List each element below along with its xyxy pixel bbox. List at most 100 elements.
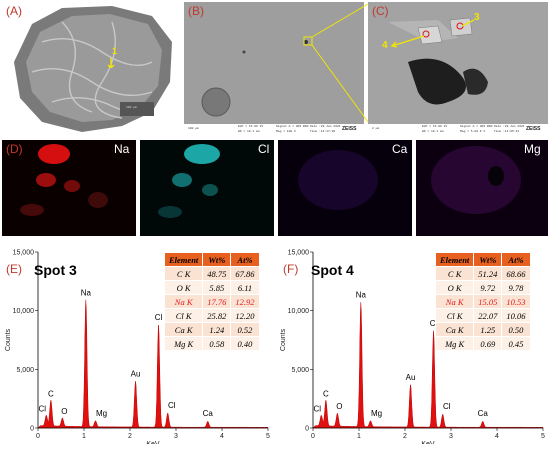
table-row: C K 48.75 67.86 <box>163 266 260 281</box>
panel-d-label: (D) <box>6 142 23 156</box>
spot-4-arrow-icon <box>390 35 425 48</box>
cell: 17.76 <box>202 294 232 309</box>
panel-f-label: (F) <box>283 262 299 276</box>
spot-1-arrow-icon <box>107 58 115 68</box>
panel-e: 01234505,00010,00015,000KeVCountsCClONaM… <box>0 238 275 449</box>
table-row: Ca K 1.25 0.50 <box>434 322 531 337</box>
spectrum-f-x-tick-label: 3 <box>449 433 453 440</box>
map-ca <box>278 140 412 236</box>
cell: Ca K <box>163 322 204 337</box>
spectrum-e-x-tick-label: 5 <box>266 433 270 440</box>
map-na-image <box>20 144 108 216</box>
spectrum-e-peak-label: O <box>61 407 67 416</box>
map-mg <box>416 140 548 236</box>
spectrum-e-peak-label: Ca <box>203 409 214 418</box>
spot-1-marker: 1 <box>112 46 118 56</box>
col-wt: Wt% <box>473 252 503 267</box>
panel-a-scale: 100 μm <box>126 106 137 109</box>
panel-f: 01234505,00010,00015,000KeVCountsCClONaM… <box>275 238 550 449</box>
cell: 0.52 <box>230 322 260 337</box>
cell: 10.06 <box>501 308 531 323</box>
cell: C K <box>163 266 204 281</box>
spectrum-f-x-tick-label: 0 <box>311 433 315 440</box>
col-element: Element <box>163 252 204 267</box>
map-cl <box>140 140 274 236</box>
col-at: At% <box>230 252 260 267</box>
cell: Na K <box>163 294 204 309</box>
spectrum-f-x-tick-label: 1 <box>357 433 361 440</box>
cell: 0.40 <box>230 336 260 351</box>
panel-b-info: Date :29 Jan 2021 <box>310 125 341 128</box>
spectrum-e-y-tick-label: 0 <box>30 426 34 433</box>
table-row: Cl K 22.07 10.06 <box>434 308 531 323</box>
spectrum-f-peak-label: Cl <box>430 319 438 328</box>
spectrum-e-spectrum-area <box>37 299 269 429</box>
panel-a: (A) 1 100 μm <box>2 2 180 136</box>
table-e: Element Wt% At% C K 48.75 67.86 O K 5.85 6.1… <box>163 252 260 351</box>
cell: 0.58 <box>202 336 232 351</box>
spectrum-e-peak-label: Na <box>81 288 92 297</box>
cell: Mg K <box>163 336 204 351</box>
spectrum-f-chart: 01234505,00010,00015,000KeVCountsCClONaM… <box>280 250 545 449</box>
spectrum-f-spectrum-area <box>312 302 544 429</box>
spectrum-e-x-tick-label: 2 <box>128 433 132 440</box>
cell: O K <box>434 280 475 295</box>
table-row: Na K 15.05 10.53 <box>434 294 531 309</box>
cell: 0.50 <box>501 322 531 337</box>
spot-3-title: Spot 3 <box>34 262 77 278</box>
map-mg-label: Mg <box>524 142 541 156</box>
spectrum-f-peak-label: Cl <box>443 402 451 411</box>
panel-b-info: EHT = 15.00 kV <box>238 125 264 128</box>
spectrum-f-x-tick-label: 5 <box>541 433 545 440</box>
cell: Cl K <box>163 308 204 323</box>
panel-b-info: Time :14:17:20 <box>310 130 336 133</box>
cell: 6.11 <box>230 280 260 295</box>
table-row: O K 9.72 9.78 <box>434 280 531 295</box>
cell: Mg K <box>434 336 475 351</box>
spectrum-f-y-axis-label: Counts <box>280 328 287 351</box>
panel-a-image <box>14 6 172 132</box>
map-na <box>2 140 136 236</box>
spectrum-e-x-tick-label: 1 <box>82 433 86 440</box>
spectrum-e-peak-label: Au <box>131 369 141 378</box>
cell: Ca K <box>434 322 475 337</box>
panel-c-info: WD = 10.1 mm <box>422 130 444 133</box>
spectrum-f-peak-label: Au <box>406 373 416 382</box>
panel-e-label: (E) <box>6 262 22 276</box>
table-row: Mg K 0.58 0.40 <box>163 336 260 351</box>
panel-c-image <box>368 2 548 136</box>
cell: 68.66 <box>501 266 531 281</box>
panel-c-label: (C) <box>372 4 389 18</box>
panel-b-info: Signal A = HFS BSD <box>276 125 309 128</box>
spot-3-marker: 3 <box>474 12 480 23</box>
spectrum-e-peak-label: Cl <box>38 405 46 414</box>
cell: 9.78 <box>501 280 531 295</box>
panel-c-info: EHT = 15.00 kV <box>422 125 448 128</box>
cell: 22.07 <box>473 308 503 323</box>
spot-4-marker: 4 <box>382 40 388 51</box>
panel-b-brand: ZEISS <box>342 126 357 132</box>
spectrum-f-peak-label: O <box>336 402 342 411</box>
panel-c-scale: 2 μm <box>372 127 380 130</box>
cell: 51.24 <box>473 266 503 281</box>
map-mg-image <box>431 146 521 214</box>
panel-c-info: Signal A = HFS BSD <box>460 125 493 128</box>
spectrum-f-peak-label: Cl <box>313 405 321 414</box>
cell: 12.20 <box>230 308 260 323</box>
panel-c-info: Date :29 Jan 2021 <box>494 125 525 128</box>
spot-4-title: Spot 4 <box>311 262 354 278</box>
cell: C K <box>434 266 475 281</box>
cell: 67.86 <box>230 266 260 281</box>
col-element: Element <box>434 252 475 267</box>
cell: 10.53 <box>501 294 531 309</box>
cell: Na K <box>434 294 475 309</box>
panel-d: (D) Na Cl Ca Mg <box>2 140 548 236</box>
table-row: Ca K 1.24 0.52 <box>163 322 260 337</box>
spectrum-f-peak-label: Mg <box>371 409 382 418</box>
map-na-label: Na <box>114 142 130 156</box>
cell: 15.05 <box>473 294 503 309</box>
spectrum-f-x-tick-label: 4 <box>495 433 499 440</box>
table-row: C K 51.24 68.66 <box>434 266 531 281</box>
spectrum-e-y-axis-label: Counts <box>5 328 12 351</box>
cell: O K <box>163 280 204 295</box>
